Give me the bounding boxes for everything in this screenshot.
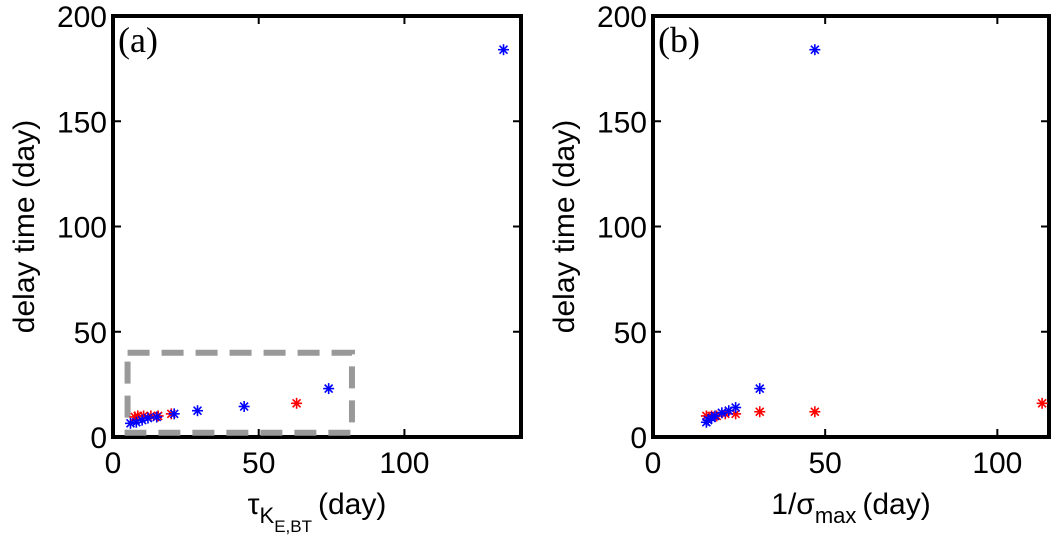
y-tick-label: 100 <box>597 212 647 245</box>
x-tick-label: 0 <box>105 447 122 480</box>
y-axis-label: delay time (day) <box>548 120 581 333</box>
data-point <box>1036 397 1048 409</box>
panel-b: 0 50 100 150 200 0 50 100 (b) delay time (day) 1/σ… <box>548 1 1051 528</box>
data-point <box>498 44 510 56</box>
x-axis-label: 1/σmax (day) <box>771 488 930 528</box>
x-tick-label: 50 <box>808 447 841 480</box>
panel-a: 0 50 100 150 200 0 50 100 (a) delay time (day) τKE… <box>8 1 523 536</box>
highlight-box <box>124 349 355 436</box>
data-point <box>238 400 250 412</box>
y-tick-label: 0 <box>630 422 647 455</box>
panel-label: (b) <box>658 20 700 60</box>
x-tick-label: 100 <box>972 447 1022 480</box>
y-axis-label: delay time (day) <box>8 120 41 333</box>
x-tick-label: 50 <box>242 447 275 480</box>
x-axis-label: τKE,BT(day) <box>248 488 387 536</box>
y-tick-label: 150 <box>597 106 647 139</box>
data-point <box>142 412 154 424</box>
data-point <box>168 408 180 420</box>
data-point <box>809 44 821 56</box>
plot-frame <box>651 14 1051 439</box>
x-tick-label: 100 <box>379 447 429 480</box>
data-point <box>192 405 204 417</box>
panel-label: (a) <box>118 20 158 60</box>
data-point <box>809 406 821 418</box>
data-point <box>323 383 335 395</box>
y-tick-label: 200 <box>57 1 107 34</box>
x-tick-label: 0 <box>645 447 662 480</box>
y-tick-label: 0 <box>90 422 107 455</box>
y-tick-label: 50 <box>74 317 107 350</box>
data-point <box>754 383 766 395</box>
y-tick-label: 200 <box>597 1 647 34</box>
y-tick-label: 100 <box>57 212 107 245</box>
data-point <box>730 402 742 414</box>
data-point <box>291 397 303 409</box>
plot-frame <box>111 14 523 439</box>
y-tick-label: 50 <box>614 317 647 350</box>
data-point <box>754 406 766 418</box>
y-tick-label: 150 <box>57 106 107 139</box>
data-point <box>151 411 163 423</box>
